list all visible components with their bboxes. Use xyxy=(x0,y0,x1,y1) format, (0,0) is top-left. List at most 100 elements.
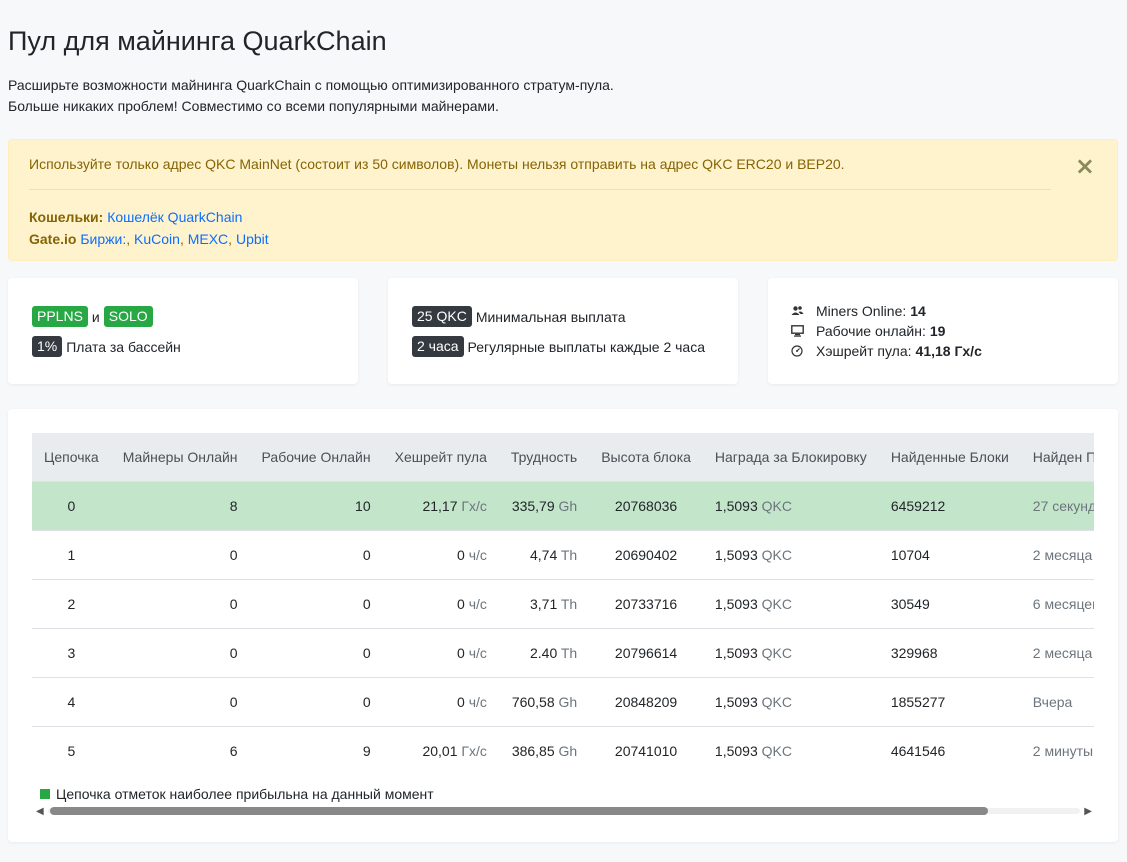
chains-table-scroll[interactable]: Цепочка Майнеры Онлайн Рабочие Онлайн Хе… xyxy=(32,433,1094,778)
table-cell: 0 xyxy=(249,676,383,726)
cell-hashrate-unit: ч/с xyxy=(468,595,487,612)
wallets-line: Кошельки: Кошелёк QuarkChain xyxy=(29,209,242,225)
table-legend: Цепочка отметок наиболее прибыльна на да… xyxy=(40,786,434,802)
cell-last-found: 2 месяца назад xyxy=(1032,546,1094,563)
close-icon[interactable]: × xyxy=(1074,152,1095,180)
col-header-difficulty[interactable]: Трудность xyxy=(498,433,590,481)
cell-height: 20796614 xyxy=(614,644,678,661)
cell-workers: 0 xyxy=(362,546,371,563)
pool-hashrate-stat: Хэшрейт пула: 41,18 Гх/с xyxy=(790,343,982,359)
col-header-last-found[interactable]: Найден Последний Блок xyxy=(1020,433,1094,481)
cell-workers: 0 xyxy=(362,595,371,612)
exchange-link-upbit[interactable]: Upbit xyxy=(235,231,269,247)
cell-found-blocks: 6459212 xyxy=(890,497,946,514)
cell-reward-unit: QKC xyxy=(761,644,792,661)
miners-online-label: Miners Online: xyxy=(816,303,907,319)
table-cell: 10 xyxy=(249,480,383,530)
cell-chain: 3 xyxy=(67,644,76,661)
table-cell: 1855277 xyxy=(878,676,1021,726)
scroll-thumb[interactable] xyxy=(50,807,988,815)
table-cell: 3,71 Th xyxy=(498,578,590,628)
cell-reward: 1,5093 xyxy=(714,497,758,514)
table-cell: 0 xyxy=(249,627,383,677)
col-header-reward[interactable]: Награда за Блокировку xyxy=(702,433,879,481)
payout-interval-text: Регулярные выплаты каждые 2 часа xyxy=(467,338,705,355)
cell-chain: 5 xyxy=(67,742,76,759)
exchange-link-kucoin[interactable]: KuCoin xyxy=(134,231,180,247)
min-payout-text: Минимальная выплата xyxy=(475,308,626,325)
col-header-found-blocks[interactable]: Найденные Блоки xyxy=(878,433,1021,481)
col-header-workers[interactable]: Рабочие Онлайн xyxy=(249,433,383,481)
table-cell: 0 ч/с xyxy=(382,627,499,677)
exchange-separator: , xyxy=(126,231,135,247)
table-cell: 2 месяца назад xyxy=(1020,529,1094,579)
exchange-separator: , xyxy=(179,231,188,247)
col-header-chain[interactable]: Цепочка xyxy=(32,433,111,481)
page-lead: Расширьте возможности майнинга QuarkChai… xyxy=(8,75,614,117)
chains-table: Цепочка Майнеры Онлайн Рабочие Онлайн Хе… xyxy=(32,433,1094,775)
miners-online-value: 14 xyxy=(910,303,926,319)
scroll-left-icon[interactable]: ◀ xyxy=(36,806,44,817)
legend-text: Цепочка отметок наиболее прибыльна на да… xyxy=(56,786,434,802)
cell-found-blocks: 30549 xyxy=(890,595,930,612)
fee-row: 1% Плата за бассейн xyxy=(32,336,181,357)
table-cell: 1,5093 QKC xyxy=(702,480,879,530)
table-cell: 3 xyxy=(32,627,111,677)
payout-interval-row: 2 часа Регулярные выплаты каждые 2 часа xyxy=(412,336,705,357)
cell-reward-unit: QKC xyxy=(761,497,792,514)
cell-miners: 8 xyxy=(229,497,238,514)
cell-miners: 0 xyxy=(229,595,238,612)
scroll-right-icon[interactable]: ▶ xyxy=(1084,806,1092,817)
users-icon xyxy=(790,304,804,318)
cell-workers: 0 xyxy=(362,693,371,710)
cell-chain: 1 xyxy=(67,546,76,563)
table-cell: 2.40 Th xyxy=(498,627,590,677)
wallet-link-quarkchain[interactable]: Кошелёк QuarkChain xyxy=(107,209,243,225)
cell-height: 20741010 xyxy=(614,742,678,759)
payouts-card: 25 QKC Минимальная выплата 2 часа Регуля… xyxy=(388,278,738,384)
table-row[interactable]: 5 6 9 20,01 Гх/с 386,85 Gh 20741010 1,5093 QKC… xyxy=(32,725,1094,775)
table-cell: 1,5093 QKC xyxy=(702,578,879,628)
horizontal-scrollbar[interactable]: ◀ ▶ xyxy=(36,805,1092,817)
table-cell: 1 xyxy=(32,529,111,579)
table-cell: 6 xyxy=(110,725,250,775)
table-cell: 1,5093 QKC xyxy=(702,676,879,726)
table-cell: 0 xyxy=(249,578,383,628)
table-header-row: Цепочка Майнеры Онлайн Рабочие Онлайн Хе… xyxy=(32,433,1094,481)
table-cell: 20733716 xyxy=(589,578,703,628)
cell-workers: 10 xyxy=(355,497,371,514)
table-cell: 0 xyxy=(110,529,250,579)
cell-chain: 2 xyxy=(67,595,76,612)
table-cell: 1,5093 QKC xyxy=(702,627,879,677)
cell-difficulty: 386,85 xyxy=(511,742,555,759)
table-cell: 0 ч/с xyxy=(382,676,499,726)
cell-difficulty-unit: Th xyxy=(560,644,578,661)
cell-reward-unit: QKC xyxy=(761,693,792,710)
workers-online-stat: Рабочие онлайн: 19 xyxy=(790,323,945,339)
cell-difficulty-unit: Gh xyxy=(558,742,578,759)
table-cell: 30549 xyxy=(878,578,1021,628)
table-cell: 0 xyxy=(110,627,250,677)
cell-hashrate-unit: ч/с xyxy=(468,693,487,710)
table-cell: 20796614 xyxy=(589,627,703,677)
cell-reward: 1,5093 xyxy=(714,742,758,759)
col-header-miners[interactable]: Майнеры Онлайн xyxy=(110,433,250,481)
exchanges-link[interactable]: Биржи: xyxy=(80,231,127,247)
col-header-hashrate[interactable]: Хешрейт пула xyxy=(382,433,499,481)
wallets-label: Кошельки: xyxy=(29,209,104,225)
table-cell: 21,17 Гх/с xyxy=(382,480,499,530)
pool-hashrate-label: Хэшрейт пула: xyxy=(816,343,912,359)
workers-online-label: Рабочие онлайн: xyxy=(816,323,926,339)
cell-found-blocks: 10704 xyxy=(890,546,930,563)
cell-difficulty-unit: Gh xyxy=(558,497,578,514)
exchange-link-mexc[interactable]: MEXC xyxy=(187,231,229,247)
col-header-height[interactable]: Высота блока xyxy=(589,433,703,481)
table-cell: 0 xyxy=(32,480,111,530)
table-row[interactable]: 0 8 10 21,17 Гх/с 335,79 Gh 20768036 1,5093 QK… xyxy=(32,480,1094,530)
table-cell: 335,79 Gh xyxy=(498,480,590,530)
cell-last-found: 2 минуты назад xyxy=(1032,742,1094,759)
